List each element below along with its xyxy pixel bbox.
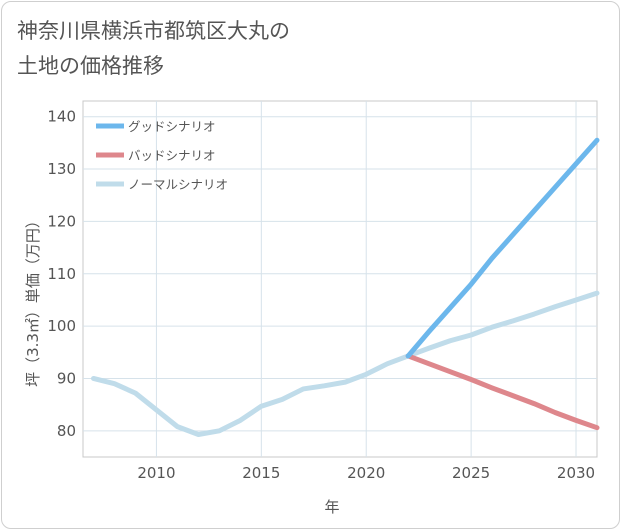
grid-lines (83, 101, 597, 457)
y-tick-label: 80 (57, 422, 76, 440)
x-tick-label: 2015 (242, 464, 280, 482)
series-line-1 (405, 353, 600, 431)
x-tick-label: 2020 (347, 464, 385, 482)
x-tick-labels: 2010 2015 2020 2025 2030 (137, 464, 595, 482)
x-tick-label: 2010 (137, 464, 175, 482)
y-tick-label: 140 (47, 108, 76, 126)
chart-title: 神奈川県横浜市都筑区大丸の 土地の価格推移 (17, 14, 290, 84)
legend-label-0: グッドシナリオ (128, 119, 216, 134)
y-tick-labels: 80 90 100 110 120 130 140 (47, 108, 76, 440)
y-tick-label: 110 (47, 265, 76, 283)
y-tick-label: 100 (47, 317, 76, 335)
series-line-2 (90, 290, 600, 437)
x-axis-label: 年 (324, 498, 339, 516)
chart-title-line-1: 神奈川県横浜市都筑区大丸の (17, 19, 290, 43)
y-tick-label: 130 (47, 160, 76, 178)
y-tick-label: 90 (57, 369, 76, 387)
x-tick-label: 2025 (452, 464, 490, 482)
legend-label-2: ノーマルシナリオ (128, 177, 228, 192)
series-line-0 (405, 137, 600, 359)
legend-label-1: バッドシナリオ (128, 148, 216, 163)
y-tick-label: 120 (47, 212, 76, 230)
y-axis-label: 坪（3.3㎡）単価（万円） (24, 213, 42, 387)
series-lines (90, 137, 600, 437)
chart-title-line-2: 土地の価格推移 (17, 54, 164, 78)
x-tick-label: 2030 (557, 464, 595, 482)
